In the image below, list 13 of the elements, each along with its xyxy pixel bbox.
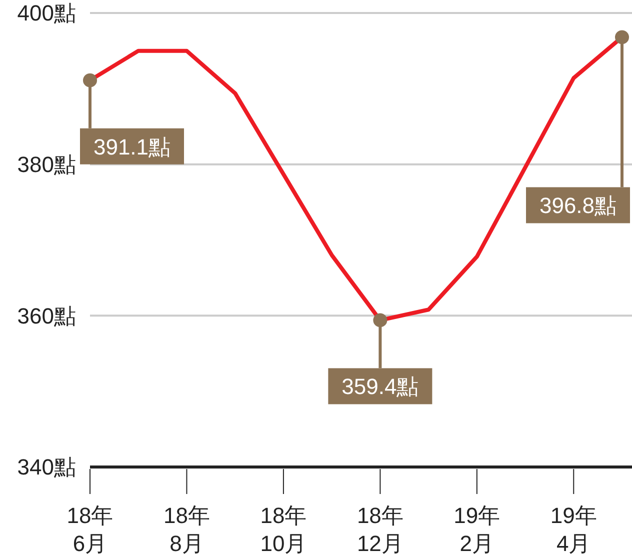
x-tick-label: 18年 10月 xyxy=(260,503,307,554)
x-tick-label: 18年 6月 xyxy=(66,503,114,554)
x-tick-label: 18年 12月 xyxy=(356,503,404,554)
y-tick-label: 400點 xyxy=(17,0,76,26)
data-label: 391.1點 xyxy=(93,134,171,160)
x-tick-label: 19年 4月 xyxy=(550,503,597,554)
y-tick-label: 360點 xyxy=(17,303,76,328)
y-tick-label: 340點 xyxy=(17,454,76,480)
x-tick-label: 19年 2月 xyxy=(454,503,500,554)
x-tick-label: 18年 8月 xyxy=(163,503,210,554)
y-tick-label: 380點 xyxy=(17,152,76,178)
data-label: 396.8點 xyxy=(539,193,617,218)
data-label: 359.4點 xyxy=(342,374,419,400)
